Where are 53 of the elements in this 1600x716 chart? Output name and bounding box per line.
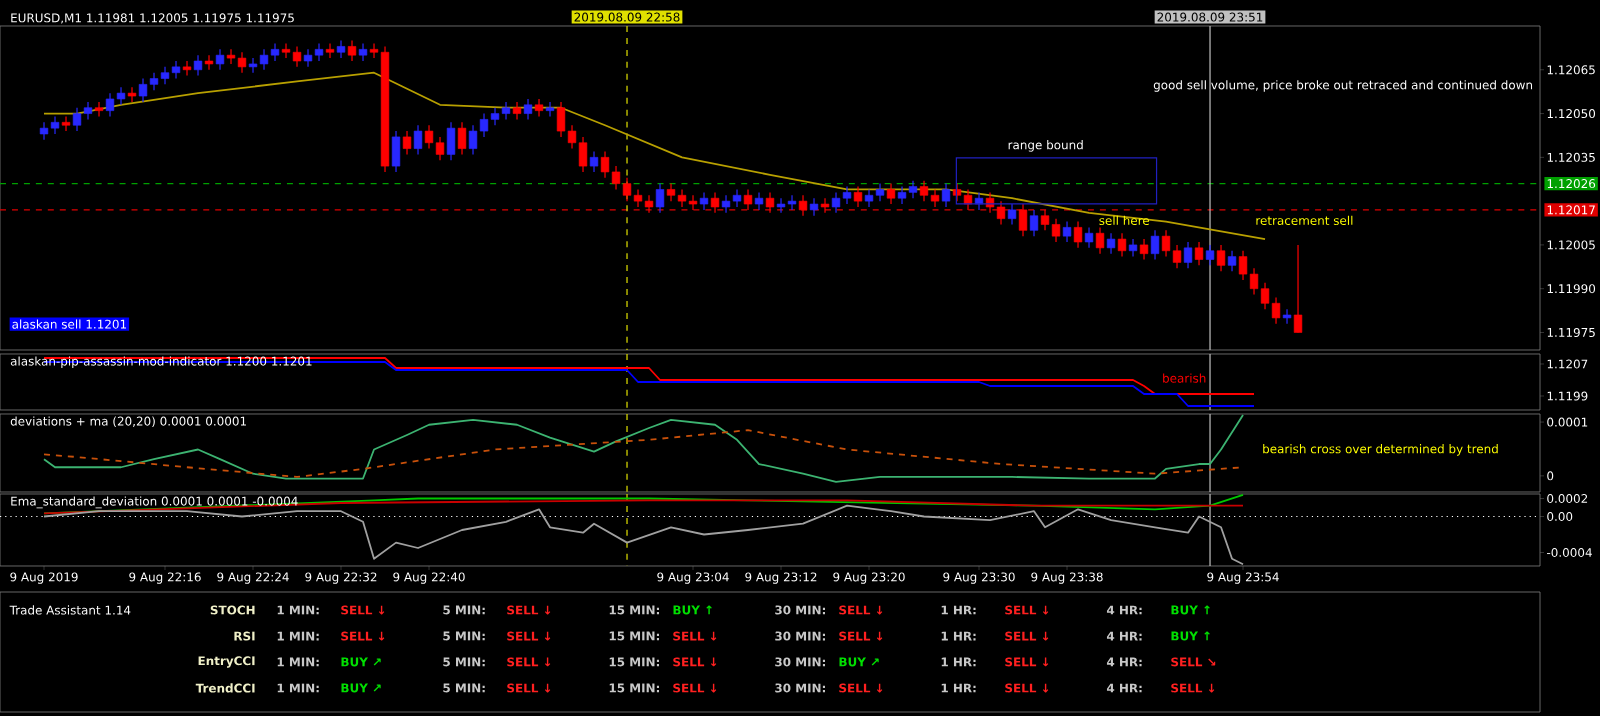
candlestick: [655, 183, 665, 214]
candlestick: [1007, 203, 1017, 226]
candlestick: [1216, 244, 1226, 272]
candlestick: [941, 183, 951, 208]
candlestick: [754, 191, 764, 211]
candlestick: [589, 150, 599, 173]
candlestick: [1073, 220, 1083, 249]
candlestick: [413, 124, 423, 156]
candlestick: [1150, 229, 1160, 261]
candlestick: [743, 188, 753, 211]
candlestick: [336, 39, 346, 59]
candlestick: [545, 101, 555, 118]
candlestick: [402, 130, 412, 156]
candlestick: [710, 191, 720, 214]
candlestick: [1095, 226, 1105, 255]
candlestick: [765, 191, 775, 214]
candlestick: [1018, 203, 1028, 237]
candlestick: [820, 197, 830, 214]
candlestick: [1194, 241, 1204, 266]
candlestick: [1062, 220, 1072, 243]
candlestick: [1183, 241, 1193, 269]
candlestick: [1128, 238, 1138, 258]
candlestick: [1205, 244, 1215, 266]
candlestick: [886, 183, 896, 205]
candlestick: [391, 130, 401, 173]
candlestick: [1029, 209, 1039, 237]
candlestick: [1293, 244, 1303, 334]
candlestick: [347, 39, 357, 62]
line-series: [43, 429, 1244, 478]
candlestick: [358, 42, 368, 62]
candlestick: [446, 121, 456, 161]
candlestick: [204, 54, 214, 71]
candlestick: [1139, 238, 1149, 261]
candlestick: [61, 115, 71, 132]
candlestick: [182, 60, 192, 77]
candlestick: [853, 185, 863, 208]
candlestick: [1117, 232, 1127, 258]
candlestick: [809, 197, 819, 217]
candlestick: [1084, 226, 1094, 249]
candlestick: [1227, 250, 1237, 272]
candlestick: [457, 121, 467, 156]
candlestick: [94, 101, 104, 118]
candlestick: [215, 48, 225, 71]
candlestick: [534, 98, 544, 118]
candlestick: [512, 101, 522, 120]
candlestick: [127, 86, 137, 103]
candlestick: [1282, 308, 1292, 325]
candlestick: [798, 194, 808, 217]
candlestick: [325, 42, 335, 59]
candlestick: [193, 54, 203, 77]
candlestick: [1106, 232, 1116, 255]
candlestick: [523, 98, 533, 120]
candlestick: [699, 191, 709, 211]
